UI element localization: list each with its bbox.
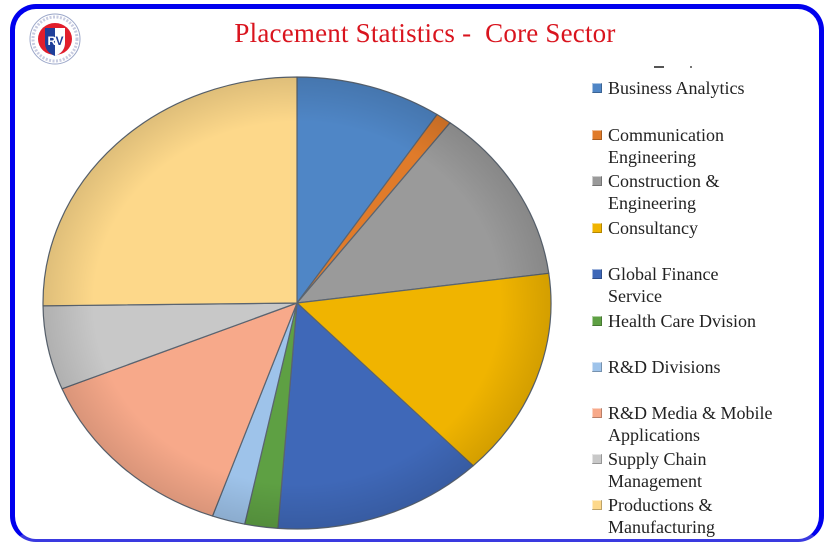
legend-item-supply-chain-management: Supply Chain Management xyxy=(592,448,748,492)
rv-institution-logo-icon: R V xyxy=(29,13,81,65)
legend-item-rd-media-mobile: R&D Media & Mobile Applications xyxy=(592,402,808,446)
legend-swatch-icon xyxy=(592,269,602,279)
legend-swatch-icon xyxy=(592,130,602,140)
legend-label: Communication Engineering xyxy=(608,125,724,167)
legend-swatch-icon xyxy=(592,223,602,233)
legend-artifact-mark xyxy=(654,66,664,68)
legend-item-health-care-dvision: Health Care Dvision xyxy=(592,310,823,332)
legend-item-communication-engineering: Communication Engineering xyxy=(592,124,758,168)
legend-swatch-icon xyxy=(592,362,602,372)
legend-label: Supply Chain Management xyxy=(608,449,707,491)
legend-label: Business Analytics xyxy=(608,78,745,98)
legend-label: Health Care Dvision xyxy=(608,311,756,331)
svg-text:V: V xyxy=(56,34,64,48)
legend-label: Global Finance Service xyxy=(608,264,719,306)
legend-item-construction-engineering: Construction & Engineering xyxy=(592,170,758,214)
legend-label: R&D Divisions xyxy=(608,357,721,377)
legend-artifact-dot xyxy=(690,66,692,68)
legend-label: Consultancy xyxy=(608,218,698,238)
pie-slice-productions-manufacturing xyxy=(42,76,298,307)
legend-swatch-icon xyxy=(592,500,602,510)
legend-swatch-icon xyxy=(592,454,602,464)
legend-label: R&D Media & Mobile Applications xyxy=(608,403,773,445)
legend-swatch-icon xyxy=(592,83,602,93)
legend-label: Construction & Engineering xyxy=(608,171,720,213)
legend-swatch-icon xyxy=(592,176,602,186)
legend-item-productions-manufacturing: Productions & Manufacturing xyxy=(592,494,758,538)
legend-swatch-icon xyxy=(592,316,602,326)
svg-text:R: R xyxy=(48,34,57,48)
chart-title: Placement Statistics - Core Sector xyxy=(234,18,616,48)
legend-item-consultancy: Consultancy xyxy=(592,217,823,239)
legend-swatch-icon xyxy=(592,408,602,418)
legend-item-rd-divisions: R&D Divisions xyxy=(592,356,823,378)
legend-label: Productions & Manufacturing xyxy=(608,495,715,537)
legend-item-business-analytics: Business Analytics xyxy=(592,77,823,99)
legend-item-global-finance-service: Global Finance Service xyxy=(592,263,758,307)
pie-slices xyxy=(42,76,552,530)
